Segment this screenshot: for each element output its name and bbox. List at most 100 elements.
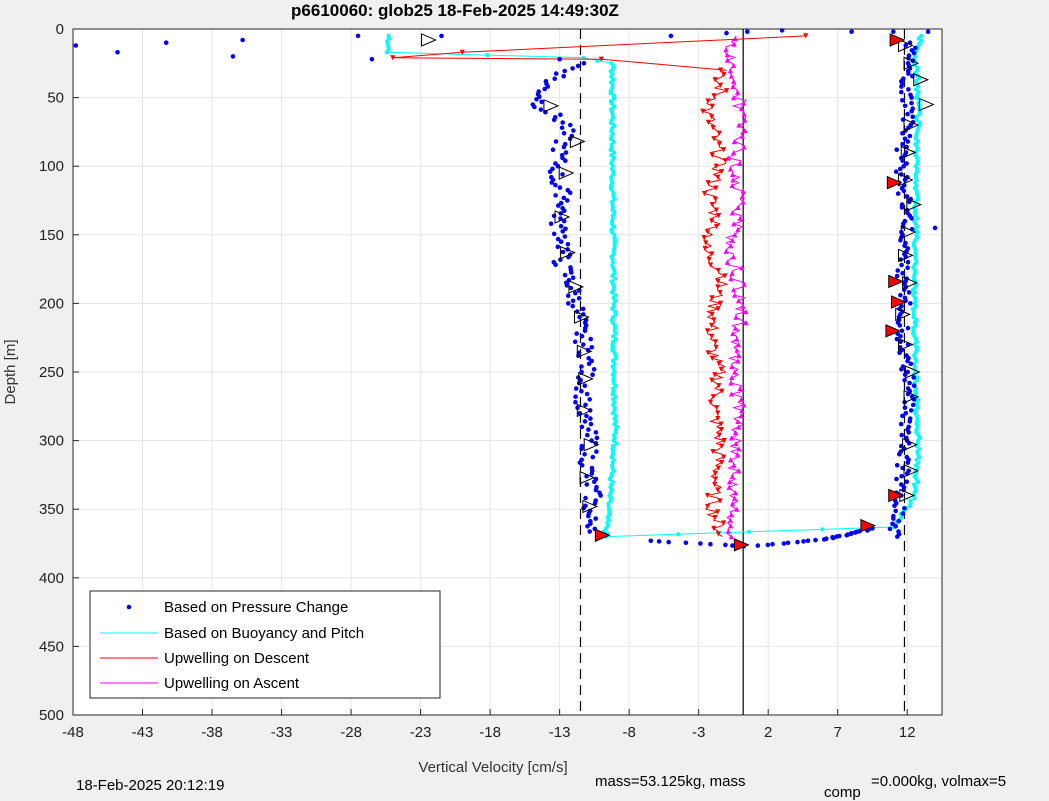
buoyancy-point	[608, 91, 613, 96]
pressure-point	[900, 131, 905, 136]
ascent-point	[730, 254, 737, 260]
descent-point	[719, 443, 725, 449]
ascent-point	[737, 160, 743, 167]
descent-point	[803, 33, 809, 39]
pressure-point	[910, 114, 915, 120]
pressure-point	[572, 339, 578, 345]
pressure-point	[895, 268, 900, 273]
pressure-point	[908, 92, 913, 98]
open-marker	[903, 389, 920, 404]
buoyancy-point	[914, 457, 919, 462]
pressure-point	[587, 397, 592, 402]
pressure-point	[830, 535, 835, 540]
descent-point	[715, 416, 721, 422]
pressure-point	[598, 493, 603, 498]
pressure-point	[588, 336, 593, 342]
pressure-point	[781, 541, 787, 546]
open-marker	[897, 38, 914, 53]
pressure-point	[560, 229, 565, 234]
pressure-point	[755, 543, 761, 548]
descent-point	[712, 481, 718, 488]
pressure-point	[586, 427, 591, 432]
y-tick-label: 250	[39, 364, 64, 381]
pressure-point	[551, 117, 557, 123]
y-tick-label: 150	[39, 227, 64, 244]
descent-point	[459, 49, 465, 55]
descent-point	[710, 394, 716, 400]
pressure-point	[594, 435, 600, 441]
pressure-point	[849, 530, 854, 536]
descent-point	[709, 333, 715, 339]
pressure-point	[666, 539, 671, 545]
pressure-point	[532, 104, 537, 110]
descent-point	[701, 234, 707, 241]
ascent-point	[732, 490, 739, 496]
ascent-point	[731, 62, 737, 69]
descent-point	[712, 470, 719, 477]
pressure-point	[708, 541, 713, 547]
descent-point	[700, 108, 706, 114]
pressure-point	[588, 416, 593, 421]
pressure-point	[582, 328, 588, 334]
buoyancy-point	[612, 104, 617, 109]
pressure-point	[573, 399, 578, 405]
pressure-point	[724, 30, 729, 36]
pressure-point	[568, 122, 573, 128]
pressure-point	[587, 529, 592, 534]
pressure-point	[894, 463, 900, 468]
ascent-point	[727, 517, 734, 523]
descent-point	[710, 125, 716, 131]
descent-point	[709, 103, 716, 109]
y-tick-label: 500	[39, 707, 64, 724]
pressure-point	[893, 508, 898, 514]
pressure-point	[355, 33, 361, 39]
buoyancy-point	[612, 224, 617, 229]
pressure-point	[593, 430, 599, 435]
pressure-point	[553, 182, 558, 188]
descent-point	[708, 322, 715, 328]
pressure-point	[230, 54, 236, 59]
pressure-point	[558, 239, 564, 244]
pressure-point	[906, 53, 912, 58]
ascent-point	[738, 396, 744, 403]
legend-label-buoyancy: Based on Buoyancy and Pitch	[164, 625, 364, 642]
pressure-point	[550, 147, 556, 152]
pressure-point	[893, 169, 899, 174]
open-marker	[576, 344, 593, 359]
descent-point	[705, 180, 711, 186]
descent-point	[712, 77, 718, 83]
ascent-point	[731, 287, 737, 293]
x-tick-label: -18	[479, 724, 501, 741]
pressure-point	[584, 413, 589, 419]
pressure-point	[565, 293, 571, 299]
pressure-point	[553, 71, 559, 76]
pressure-point	[582, 452, 587, 457]
pressure-point	[562, 68, 567, 74]
pressure-point	[568, 285, 574, 291]
open-marker	[903, 464, 920, 478]
ascent-point	[728, 534, 734, 540]
buoyancy-point	[912, 482, 917, 487]
ascent-point	[732, 232, 738, 238]
descent-point	[721, 72, 727, 78]
pressure-point	[900, 141, 905, 147]
pressure-point	[115, 50, 120, 55]
pressure-point	[908, 301, 913, 306]
pressure-point	[579, 463, 585, 468]
pressure-point	[668, 33, 674, 39]
descent-point	[719, 388, 725, 394]
pressure-point	[887, 526, 893, 532]
ascent-point	[727, 166, 734, 172]
ascent-point	[732, 369, 738, 375]
descent-point	[705, 98, 711, 104]
pressure-point	[584, 482, 590, 487]
pressure-point	[560, 249, 566, 255]
pressure-point	[577, 314, 582, 320]
ascent-point	[736, 468, 742, 474]
descent-point	[713, 207, 720, 213]
pressure-point	[805, 538, 811, 544]
pressure-point	[553, 262, 558, 268]
footer-comp: =0.000kg, volmax=5	[871, 773, 1006, 790]
pressure-point	[586, 361, 592, 367]
pressure-point	[589, 471, 595, 476]
